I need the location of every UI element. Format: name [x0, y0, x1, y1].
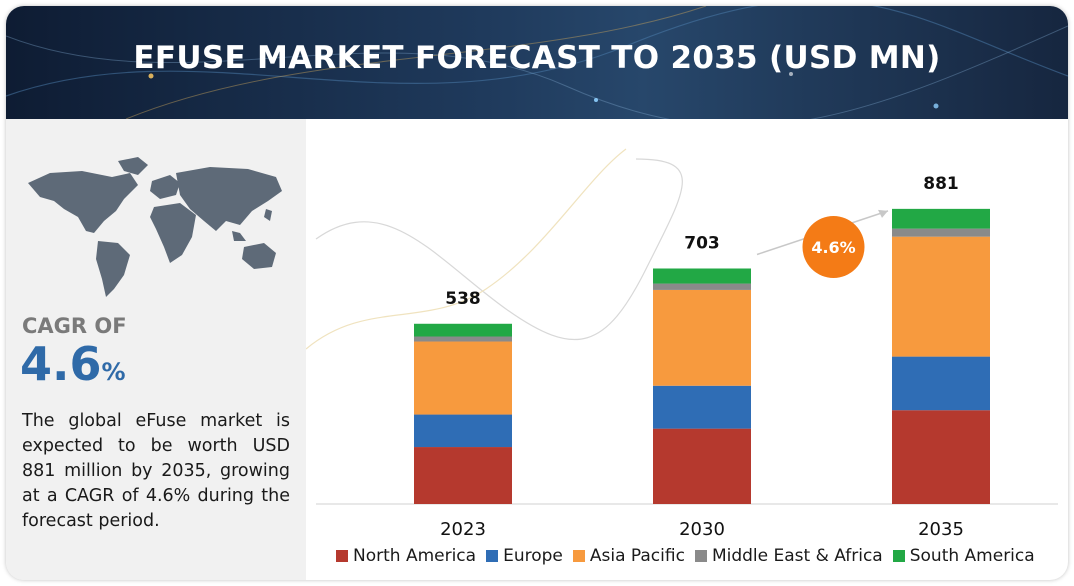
legend-swatch	[572, 550, 585, 562]
bar-segment-middle-east-africa-2035	[892, 228, 990, 237]
market-description: The global eFuse market is expected to b…	[22, 411, 290, 531]
cagr-unit: %	[101, 358, 126, 386]
banner-decoration	[6, 6, 1068, 119]
bar-segment-north-america-2035	[892, 410, 990, 504]
legend-swatch	[892, 550, 905, 562]
bar-segment-north-america-2023	[414, 447, 512, 504]
bar-segment-middle-east-africa-2023	[414, 336, 512, 342]
total-label-2030: 703	[684, 233, 720, 253]
world-map-icon	[28, 157, 282, 297]
bar-segment-asia-pacific-2030	[653, 289, 751, 386]
title-banner: EFUSE MARKET FORECAST TO 2035 (USD MN)	[6, 6, 1068, 119]
legend-swatch	[336, 550, 348, 562]
legend-swatch	[694, 550, 707, 562]
legend-label: North America	[353, 546, 477, 566]
cagr-label: CAGR OF	[22, 314, 127, 338]
legend-item-asia-pacific: Asia Pacific	[572, 546, 685, 566]
infographic-card: EFUSE MARKET FORECAST TO 2035 (USD MN) C…	[6, 6, 1068, 580]
bar-segment-europe-2035	[892, 356, 990, 411]
legend-item-north-america: North America	[336, 546, 476, 566]
bar-segment-middle-east-africa-2030	[653, 283, 751, 290]
bar-segment-europe-2023	[414, 414, 512, 448]
total-label-2023: 538	[445, 289, 481, 309]
legend-label: Asia Pacific	[589, 546, 685, 566]
cagr-number: 4.6	[20, 337, 102, 391]
legend-label: Middle East & Africa	[711, 546, 883, 566]
chart-title: EFUSE MARKET FORECAST TO 2035 (USD MN)	[133, 40, 941, 76]
summary-panel: CAGR OF 4.6% The global eFuse market is …	[6, 119, 306, 580]
stacked-bar-chart: 538 2023 703 2030 881 2035 4.6%	[306, 148, 1058, 540]
bar-segment-south-america-2035	[892, 208, 990, 229]
legend-label: Europe	[503, 546, 563, 566]
cagr-bubble	[802, 216, 865, 278]
chart-legend: North America Europe Asia Pacific Middle Ea…	[336, 544, 1045, 568]
total-label-2035: 881	[923, 174, 959, 194]
x-tick-label-2023: 2023	[440, 519, 486, 540]
legend-item-europe: Europe	[486, 546, 563, 566]
decorative-curve	[306, 148, 627, 350]
bar-segment-asia-pacific-2035	[892, 236, 990, 357]
cagr-value: 4.6%	[20, 337, 126, 391]
legend-swatch	[486, 550, 499, 562]
bar-segment-south-america-2023	[414, 323, 512, 337]
bar-segment-south-america-2030	[653, 268, 751, 284]
legend-item-south-america: South America	[892, 546, 1035, 566]
decorative-curve	[315, 158, 683, 341]
bar-segment-asia-pacific-2023	[414, 341, 512, 415]
x-tick-label-2030: 2030	[679, 519, 725, 540]
x-tick-label-2035: 2035	[918, 519, 964, 540]
cagr-arrow-head	[878, 209, 888, 218]
legend-item-middle-east-africa: Middle East & Africa	[694, 546, 883, 566]
legend-label: South America	[909, 546, 1035, 566]
bar-segment-europe-2030	[653, 385, 751, 429]
bar-segment-north-america-2030	[653, 428, 751, 504]
cagr-bubble-label: 4.6%	[811, 238, 855, 257]
